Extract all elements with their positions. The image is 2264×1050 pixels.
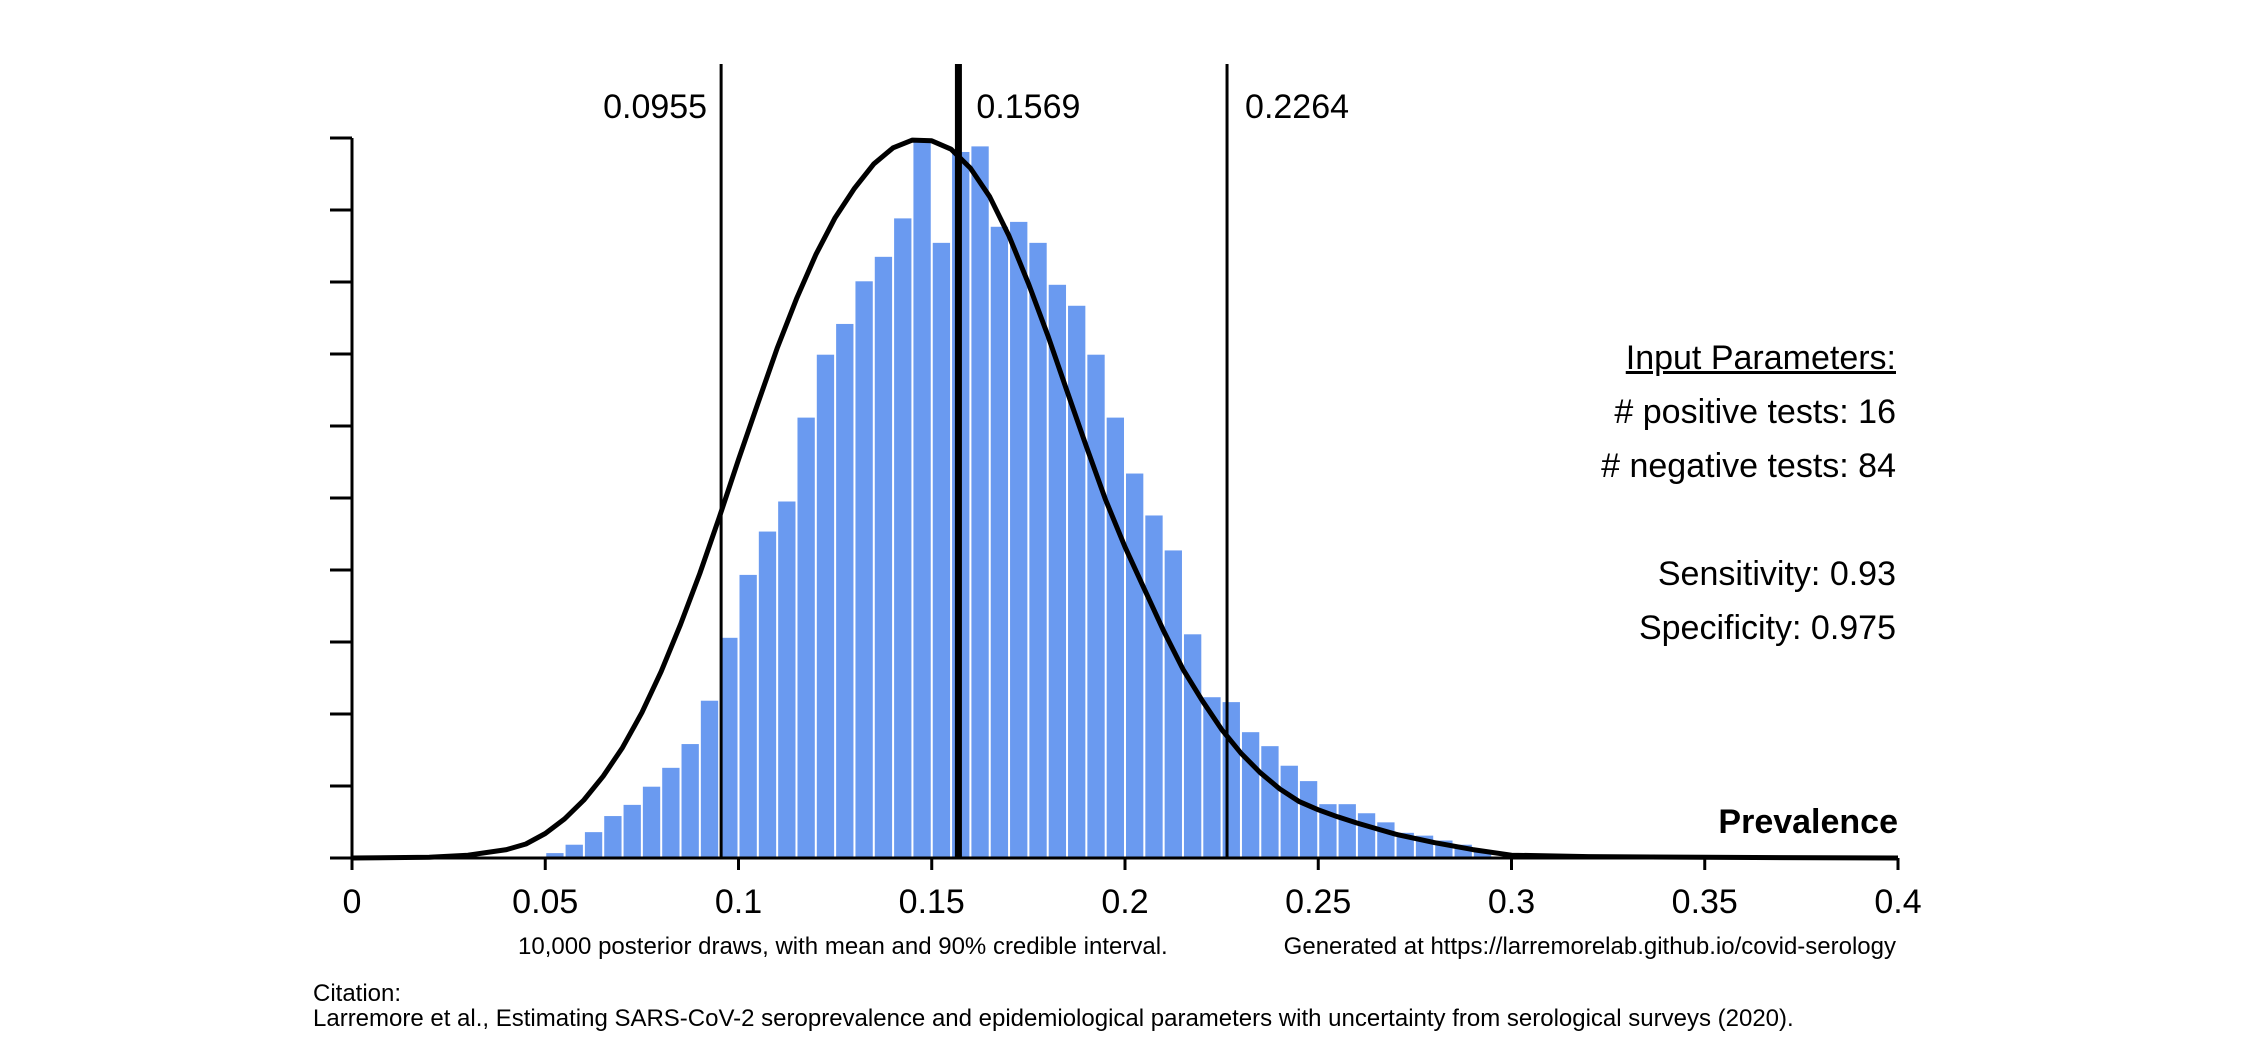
histogram-bar	[894, 218, 912, 858]
histogram-bar	[971, 146, 989, 858]
histogram-bar	[913, 141, 931, 859]
histogram-bar	[1164, 550, 1182, 858]
histogram-bars	[526, 141, 1511, 859]
histogram-bar	[604, 816, 622, 858]
histogram-bar	[700, 700, 719, 858]
histogram-bar	[1473, 850, 1492, 858]
y-axis	[330, 136, 354, 860]
histogram-bar	[1203, 697, 1221, 858]
histogram-bar	[990, 226, 1009, 858]
histogram-bar	[720, 637, 738, 858]
histogram-bar	[1261, 746, 1279, 858]
histogram-bar	[816, 354, 835, 858]
x-axis-label: Prevalence	[1718, 803, 1898, 841]
sensitivity-value: Sensitivity: 0.93	[1657, 555, 1896, 593]
histogram-bar	[778, 501, 796, 858]
histogram-bar	[1106, 417, 1124, 858]
histogram-bar	[797, 417, 815, 858]
histogram-bar	[1010, 221, 1028, 859]
citation-text: Larremore et al., Estimating SARS-CoV-2 …	[313, 1005, 1794, 1032]
input-parameters-title: Input Parameters:	[1625, 339, 1896, 377]
histogram-bar	[1029, 242, 1047, 858]
x-tick-label: 0.35	[1672, 883, 1738, 921]
histogram-bar	[1357, 813, 1376, 858]
histogram-bar	[739, 574, 757, 858]
histogram-bar	[584, 832, 603, 858]
positive-tests-value: # positive tests: 16	[1614, 393, 1896, 431]
histogram-bar	[1126, 473, 1144, 858]
draws-note: 10,000 posterior draws, with mean and 90…	[518, 933, 1168, 960]
histogram-bar	[623, 804, 641, 858]
histogram-bar	[662, 767, 680, 858]
histogram-bar	[1183, 634, 1202, 858]
histogram-bar	[836, 323, 854, 858]
histogram-bar	[1241, 732, 1260, 858]
density-curve-group	[351, 137, 1899, 861]
citation-label: Citation:	[313, 980, 402, 1007]
specificity-value: Specificity: 0.975	[1638, 609, 1896, 647]
histogram-bar	[1048, 284, 1067, 858]
histogram-bar	[1145, 515, 1163, 858]
histogram-bar	[1222, 702, 1240, 858]
histogram-bar	[1299, 781, 1318, 858]
histogram-bar	[855, 281, 873, 858]
credible-interval-label: 0.2264	[1245, 88, 1349, 126]
histogram-bar	[546, 853, 564, 858]
histogram-bar	[1338, 804, 1356, 858]
x-tick-label: 0.3	[1488, 883, 1535, 921]
histogram-bar	[681, 744, 699, 858]
x-tick-label: 0.2	[1101, 883, 1148, 921]
credible-interval-label: 0.0955	[603, 88, 707, 126]
histogram-bar	[874, 256, 893, 858]
histogram-bar	[1319, 804, 1337, 858]
histogram-bar	[1280, 765, 1298, 858]
credible-interval-lines: 0.0955 0.1569 0.2264	[603, 64, 1349, 858]
histogram-bar	[758, 531, 777, 858]
input-parameters-panel: Input Parameters: # positive tests: 16 #…	[1601, 338, 1896, 662]
x-tick-label: 0.4	[1874, 883, 1921, 921]
x-tick-label: 0.25	[1285, 883, 1351, 921]
histogram-bar	[1068, 305, 1086, 859]
generated-at-note: Generated at https://larremorelab.github…	[1283, 933, 1896, 960]
negative-tests-value: # negative tests: 84	[1601, 447, 1896, 485]
histogram-bar	[642, 786, 661, 858]
x-axis: 0 0.05 0.1 0.15 0.2 0.25 0.3 0.35 0.4	[330, 856, 1922, 921]
histogram-bar	[565, 844, 583, 858]
density-curve	[351, 137, 1899, 861]
histogram-bar	[932, 242, 951, 858]
x-tick-label: 0	[343, 883, 362, 921]
mean-label: 0.1569	[976, 88, 1080, 126]
x-tick-label: 0.15	[899, 883, 965, 921]
x-tick-label: 0.05	[512, 883, 578, 921]
histogram-bar	[1087, 354, 1105, 858]
x-tick-label: 0.1	[715, 883, 762, 921]
